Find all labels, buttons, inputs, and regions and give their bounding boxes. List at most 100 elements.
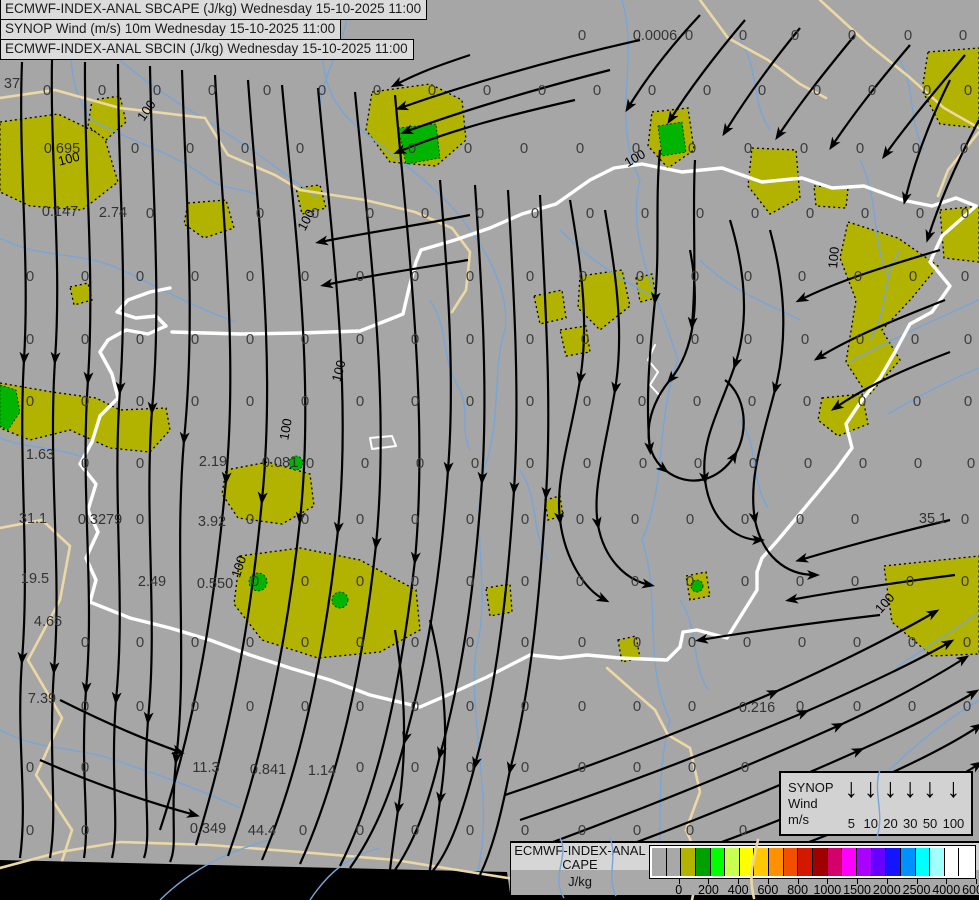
station-value-zero: 0 — [356, 573, 364, 590]
station-value-zero: 0 — [798, 268, 806, 285]
station-value-zero: 0 — [356, 634, 364, 651]
station-value-zero: 0 — [521, 573, 529, 590]
station-value-zero: 0 — [806, 205, 814, 222]
station-value-zero: 0 — [578, 698, 586, 715]
station-value-zero: 0 — [301, 268, 309, 285]
wind-speed-item: ↓ 30 — [903, 775, 917, 833]
wind-arrow-down-icon: ↓ — [863, 773, 878, 803]
station-value-zero: 0 — [963, 634, 971, 651]
station-value-zero: 0 — [466, 393, 474, 410]
station-value-zero: 0 — [858, 393, 866, 410]
station-value-zero: 0 — [471, 455, 479, 472]
station-value-zero: 0 — [136, 634, 144, 651]
station-value-zero: 0 — [638, 393, 646, 410]
station-value-zero: 0 — [356, 511, 364, 528]
station-value-zero: 0 — [526, 331, 534, 348]
wind-arrow-down-icon: ↓ — [844, 773, 859, 803]
station-value-zero: 0 — [739, 27, 747, 44]
station-value-zero: 0 — [853, 698, 861, 715]
station-value-zero: 0 — [521, 511, 529, 528]
wind-speed-label: 10 — [863, 816, 878, 831]
station-value-zero: 0 — [411, 573, 419, 590]
station-value-zero: 0 — [961, 511, 969, 528]
station-value-zero: 0 — [408, 140, 416, 157]
station-value-zero: 0 — [744, 268, 752, 285]
cape-legend-title: ECMWF-INDEX-ANAL CAPE — [511, 844, 649, 872]
station-value-zero: 0 — [26, 393, 34, 410]
station-value-zero: 0 — [686, 511, 694, 528]
station-value-zero: 0 — [521, 698, 529, 715]
cape-tick-label: 200 — [698, 883, 719, 897]
station-value-zero: 0 — [411, 634, 419, 651]
station-value-zero: 0 — [366, 205, 374, 222]
station-value-zero: 0 — [466, 268, 474, 285]
station-value-zero: 0 — [526, 393, 534, 410]
station-value-zero: 0 — [246, 511, 254, 528]
station-value-zero: 0 — [521, 822, 529, 839]
station-value-zero: 0 — [466, 573, 474, 590]
station-value-zero: 0 — [744, 331, 752, 348]
station-value-zero: 0 — [593, 82, 601, 99]
cape-tick-mark — [827, 879, 829, 884]
station-value-zero: 0 — [466, 331, 474, 348]
station-value-zero: 0 — [959, 27, 967, 44]
station-value-zero: 0 — [191, 331, 199, 348]
cape-legend-title-line-1: ECMWF-INDEX-ANAL — [514, 843, 646, 858]
station-value-zero: 0 — [301, 634, 309, 651]
station-value-zero: 0 — [856, 140, 864, 157]
wind-speed-label: 30 — [903, 816, 918, 831]
cape-colorbar-cell — [929, 848, 944, 876]
station-value-zero: 0 — [136, 268, 144, 285]
station-value: 0.695 — [44, 141, 80, 157]
station-value: 35.1 — [919, 511, 947, 527]
cape-colorbar-cell — [914, 848, 930, 876]
station-value-zero: 0 — [411, 822, 419, 839]
station-value-zero: 0 — [246, 393, 254, 410]
cape-colorbar-cell — [753, 848, 769, 876]
contour-label: 100 — [56, 149, 81, 169]
station-value: 1.14 — [308, 763, 336, 779]
station-value: 2.74 — [99, 205, 127, 221]
station-value: 11.3 — [192, 760, 219, 776]
station-value-zero: 0 — [191, 268, 199, 285]
station-value-zero: 0 — [798, 634, 806, 651]
station-value-zero: 0 — [26, 822, 34, 839]
cape-tick-mark — [708, 879, 710, 884]
station-value-zero: 0 — [758, 82, 766, 99]
contour-label: 100 — [825, 246, 842, 269]
station-value-zero: 0 — [263, 82, 271, 99]
station-value-zero: 0 — [186, 140, 194, 157]
cape-colorbar-cell — [797, 848, 813, 876]
station-value-zero: 0 — [136, 331, 144, 348]
station-value-zero: 0 — [576, 573, 584, 590]
cape-colorbar-cell — [738, 848, 754, 876]
wind-legend-line-1: SYNOP — [788, 779, 834, 795]
station-value-zero: 0 — [521, 634, 529, 651]
station-value: 44.4 — [248, 823, 276, 839]
station-value-zero: 0 — [696, 205, 704, 222]
station-value-zero: 0 — [538, 82, 546, 99]
station-value-zero: 0 — [576, 511, 584, 528]
station-value-zero: 0 — [578, 822, 586, 839]
station-value-zero: 0 — [466, 634, 474, 651]
station-value-zero: 0 — [191, 393, 199, 410]
station-value-zero: 0 — [741, 759, 749, 776]
cape-colorbar-cell — [855, 848, 871, 876]
station-value-zero: 0 — [803, 393, 811, 410]
station-value-zero: 0 — [411, 331, 419, 348]
station-value-zero: 0 — [136, 393, 144, 410]
station-value-zero: 0 — [691, 331, 699, 348]
wind-speed-label: 100 — [942, 816, 965, 831]
station-value-zero: 0 — [81, 393, 89, 410]
cape-colorbar-cell — [652, 848, 666, 876]
station-value-zero: 0 — [301, 698, 309, 715]
station-value-zero: 0 — [26, 268, 34, 285]
cape-tick-mark — [916, 879, 918, 884]
cape-tick-mark — [886, 879, 888, 884]
station-value: 4.66 — [34, 614, 62, 630]
station-value: 3.92 — [198, 514, 226, 530]
wind-speed-label: 50 — [922, 816, 938, 831]
station-value-zero: 0 — [531, 205, 539, 222]
station-value-zero: 0 — [578, 634, 586, 651]
station-value: 1.63 — [26, 447, 54, 463]
